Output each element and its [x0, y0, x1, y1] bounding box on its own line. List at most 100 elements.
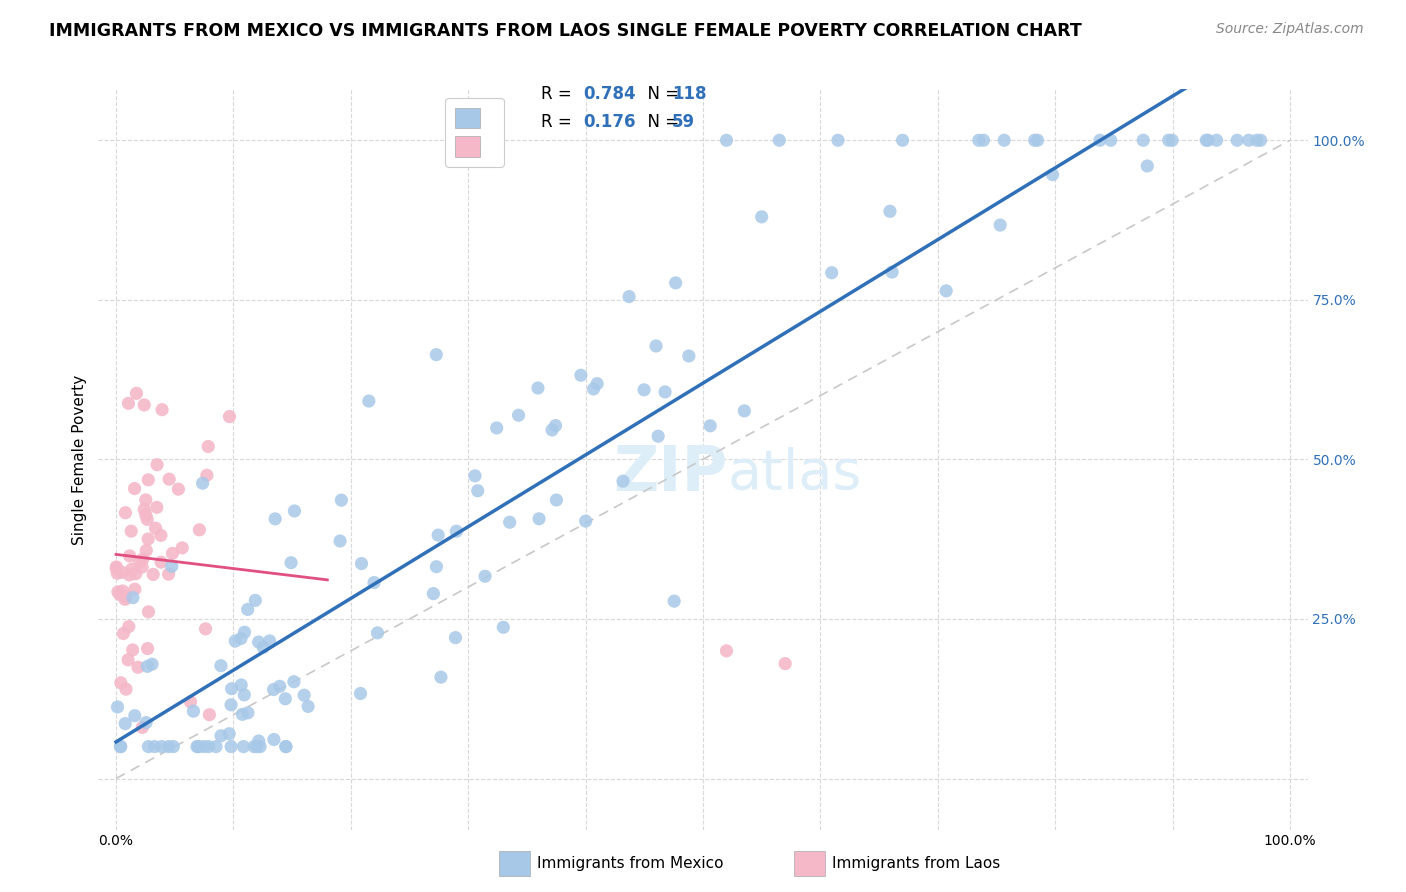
Point	[993, 133, 1015, 147]
Text: 118: 118	[672, 85, 707, 103]
Point	[118, 549, 141, 563]
Point	[167, 482, 190, 496]
Point	[131, 721, 153, 735]
Point	[1132, 133, 1154, 147]
Point	[232, 739, 254, 754]
Point	[122, 591, 145, 605]
Point	[1099, 133, 1122, 147]
Point	[111, 584, 134, 599]
Point	[231, 678, 253, 692]
Point	[231, 707, 253, 722]
Point	[879, 204, 901, 219]
Point	[233, 625, 256, 640]
Point	[274, 691, 297, 706]
Point	[236, 706, 259, 720]
Point	[172, 541, 194, 555]
Point	[422, 587, 444, 601]
Point	[988, 218, 1011, 232]
Point	[197, 739, 219, 754]
Point	[135, 715, 157, 730]
Text: ZIP: ZIP	[613, 444, 727, 504]
Point	[1197, 133, 1219, 147]
Point	[264, 512, 287, 526]
Point	[188, 523, 211, 537]
Point	[245, 593, 267, 607]
Point	[485, 421, 508, 435]
Point	[569, 368, 592, 383]
Point	[187, 739, 209, 754]
Point	[124, 708, 146, 723]
Point	[330, 493, 353, 508]
Point	[259, 634, 281, 648]
Point	[263, 682, 285, 697]
Text: 0.784: 0.784	[583, 85, 636, 103]
Point	[105, 560, 128, 574]
Point	[121, 643, 143, 657]
Point	[193, 739, 215, 754]
Point	[716, 644, 738, 658]
Point	[142, 567, 165, 582]
Point	[444, 631, 467, 645]
Point	[180, 695, 202, 709]
Point	[136, 532, 159, 546]
Point	[209, 658, 232, 673]
Point	[236, 602, 259, 616]
Text: Source: ZipAtlas.com: Source: ZipAtlas.com	[1216, 22, 1364, 37]
Text: N =: N =	[637, 113, 685, 131]
Point	[633, 383, 655, 397]
Text: R =: R =	[541, 85, 578, 103]
Point	[125, 566, 148, 581]
Point	[115, 590, 138, 604]
Point	[125, 386, 148, 401]
Point	[647, 429, 669, 443]
Point	[136, 641, 159, 656]
Point	[115, 682, 138, 697]
Point	[283, 504, 305, 518]
Point	[135, 492, 157, 507]
Point	[645, 339, 668, 353]
Point	[508, 409, 530, 423]
Point	[111, 566, 134, 580]
Point	[218, 409, 240, 424]
Point	[1024, 133, 1046, 147]
Point	[138, 739, 160, 754]
Point	[146, 458, 169, 472]
Point	[586, 376, 609, 391]
Point	[218, 727, 240, 741]
Point	[269, 679, 291, 693]
Point	[1205, 133, 1227, 147]
Point	[124, 582, 146, 597]
Point	[430, 670, 453, 684]
Point	[617, 289, 640, 303]
Point	[107, 585, 129, 599]
Point	[1237, 133, 1260, 147]
Point	[546, 493, 568, 508]
Point	[612, 474, 634, 488]
Point	[157, 567, 180, 582]
Point	[329, 534, 352, 549]
Point	[209, 729, 232, 743]
Point	[935, 284, 957, 298]
Point	[1195, 133, 1218, 147]
Point	[191, 476, 214, 491]
Point	[446, 524, 468, 539]
Point	[243, 739, 266, 754]
Point	[425, 559, 447, 574]
Point	[110, 675, 132, 690]
Point	[474, 569, 496, 583]
Point	[967, 133, 990, 147]
Point	[138, 605, 160, 619]
Point	[146, 500, 169, 515]
Text: 59: 59	[672, 113, 695, 131]
Point	[492, 620, 515, 634]
Point	[112, 626, 135, 640]
Point	[464, 468, 486, 483]
Point	[131, 560, 153, 574]
Point	[427, 528, 450, 542]
Point	[198, 707, 221, 722]
Text: Immigrants from Mexico: Immigrants from Mexico	[537, 856, 724, 871]
Point	[157, 739, 180, 754]
Point	[108, 587, 131, 601]
Point	[1088, 133, 1111, 147]
Point	[107, 700, 129, 714]
